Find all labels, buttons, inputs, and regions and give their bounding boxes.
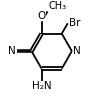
Text: N: N <box>8 46 16 56</box>
Text: CH₃: CH₃ <box>48 1 66 11</box>
Text: O: O <box>37 11 46 21</box>
Text: N: N <box>73 46 81 56</box>
Text: Br: Br <box>69 18 80 28</box>
Text: H₂N: H₂N <box>32 81 51 91</box>
